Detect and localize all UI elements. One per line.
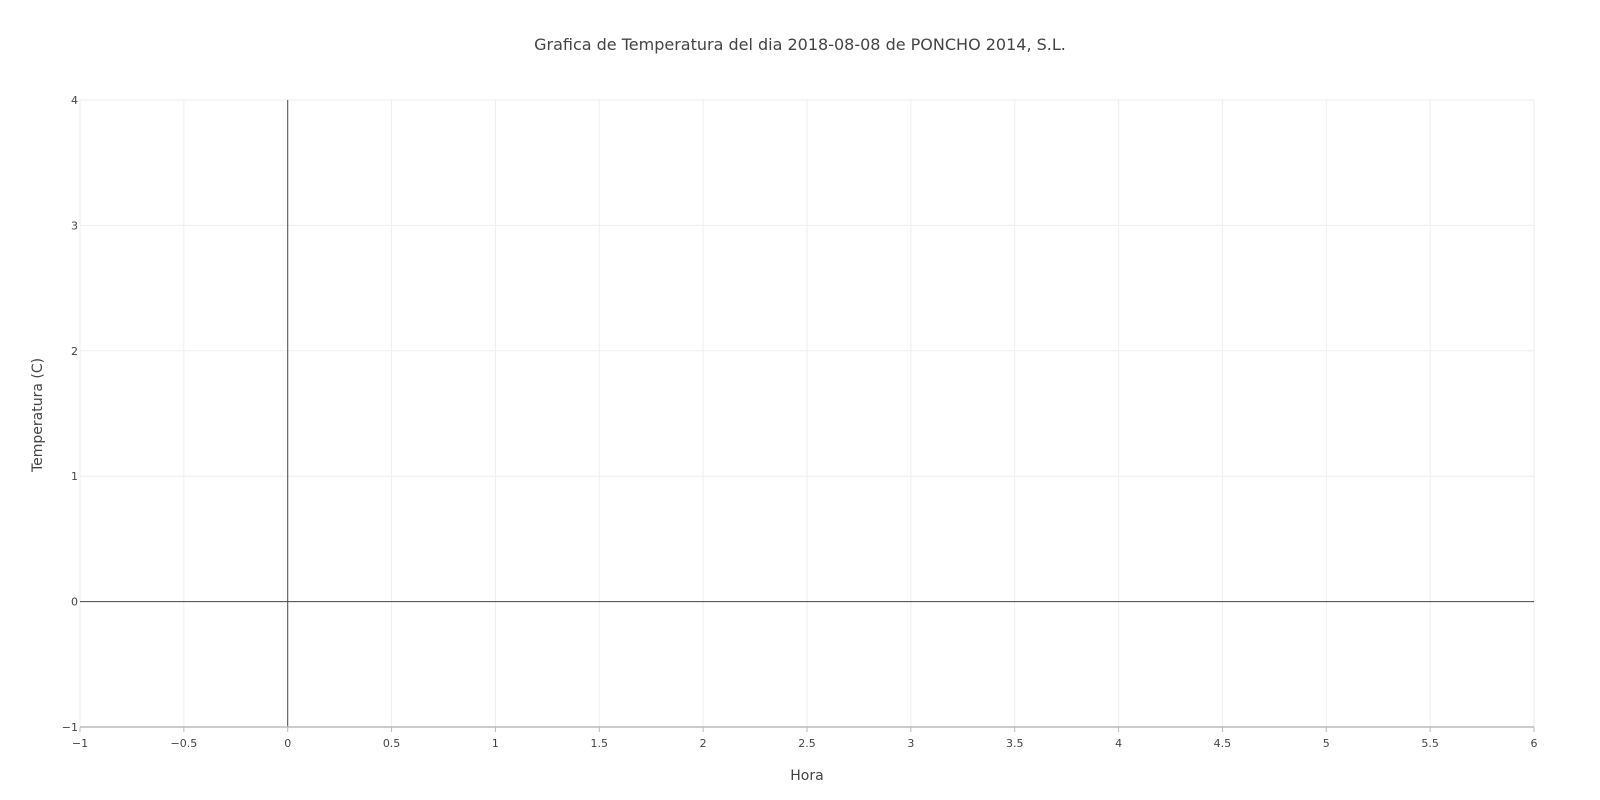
y-axis-label: Temperatura (C) <box>30 358 46 473</box>
x-tick-label: 1 <box>492 737 499 750</box>
grid-lines <box>79 99 1535 728</box>
x-tick-label: 5.5 <box>1421 737 1439 750</box>
chart-title: Grafica de Temperatura del dia 2018-08-0… <box>534 35 1066 54</box>
y-tick-label: 3 <box>71 219 78 232</box>
zero-lines <box>80 100 1534 727</box>
x-tick-label: 6 <box>1531 737 1538 750</box>
x-tick-label: 3 <box>907 737 914 750</box>
x-tick-label: 2.5 <box>798 737 816 750</box>
x-tick-label: 0 <box>284 737 291 750</box>
x-tick-label: 4.5 <box>1214 737 1232 750</box>
x-tick-label: 5 <box>1323 737 1330 750</box>
x-axis-ticks: −1 −0.5 0 0.5 1 1.5 2 2.5 3 3.5 4 4.5 5 5.5 6 <box>72 727 1538 750</box>
x-tick-label: −0.5 <box>170 737 197 750</box>
x-tick-label: 0.5 <box>383 737 401 750</box>
x-tick-label: −1 <box>72 737 88 750</box>
x-tick-label: 4 <box>1115 737 1122 750</box>
x-tick-label: 1.5 <box>591 737 609 750</box>
y-tick-label: 1 <box>71 470 78 483</box>
y-tick-label: 0 <box>71 596 78 609</box>
x-tick-label: 2 <box>700 737 707 750</box>
x-axis-label: Hora <box>790 768 823 784</box>
y-axis-ticks: −1 0 1 2 3 4 <box>62 94 78 734</box>
y-tick-label: 2 <box>71 345 78 358</box>
x-tick-label: 3.5 <box>1006 737 1024 750</box>
y-tick-label: −1 <box>62 721 78 734</box>
y-tick-label: 4 <box>71 94 78 107</box>
